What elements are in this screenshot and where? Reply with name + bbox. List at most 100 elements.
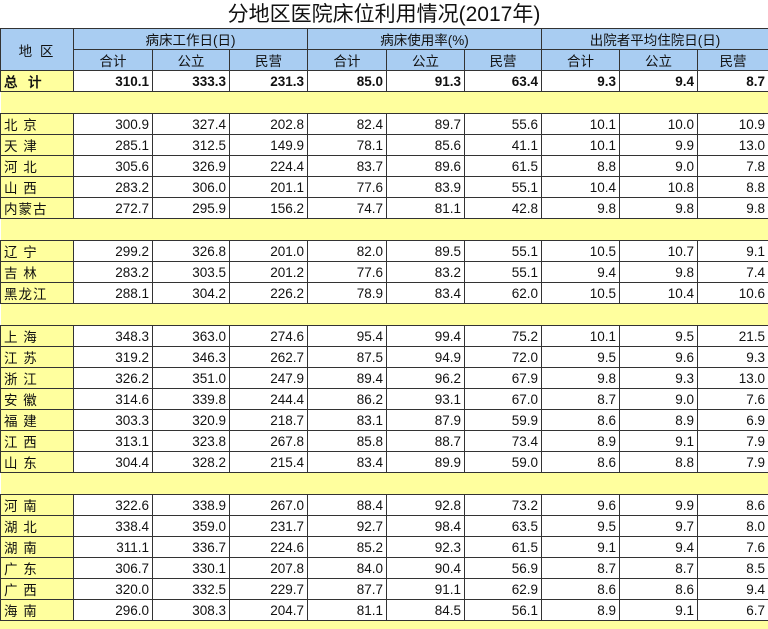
region-label: 黑龙江 — [1, 283, 74, 304]
total-label: 总 计 — [1, 71, 74, 92]
table-cell: 10.4 — [542, 177, 620, 198]
table-cell: 96.2 — [387, 368, 465, 389]
table-cell: 359.0 — [153, 516, 230, 537]
table-cell: 149.9 — [230, 135, 308, 156]
table-cell: 95.4 — [308, 326, 387, 347]
table-cell: 7.9 — [698, 431, 768, 452]
region-label: 山 西 — [1, 177, 74, 198]
header-subcol: 民营 — [465, 50, 542, 71]
total-cell: 9.4 — [620, 71, 698, 92]
table-cell: 244.4 — [230, 389, 308, 410]
header-group-bed-days: 病床工作日(日) — [74, 29, 308, 50]
table-cell: 8.9 — [620, 410, 698, 431]
table-cell: 9.5 — [542, 347, 620, 368]
table-cell: 55.1 — [465, 262, 542, 283]
total-cell: 85.0 — [308, 71, 387, 92]
table-cell: 303.5 — [153, 262, 230, 283]
table-cell: 13.0 — [698, 368, 768, 389]
table-cell: 83.4 — [387, 283, 465, 304]
region-label: 河 北 — [1, 156, 74, 177]
table-cell: 84.0 — [308, 558, 387, 579]
table-cell: 72.0 — [465, 347, 542, 368]
table-cell: 86.2 — [308, 389, 387, 410]
table-cell: 84.5 — [387, 600, 465, 621]
table-cell: 83.1 — [308, 410, 387, 431]
table-cell: 202.8 — [230, 114, 308, 135]
table-cell: 332.5 — [153, 579, 230, 600]
table-cell: 224.6 — [230, 537, 308, 558]
header-subcol: 公立 — [620, 50, 698, 71]
region-label: 天 津 — [1, 135, 74, 156]
table-cell: 94.9 — [387, 347, 465, 368]
table-cell: 9.1 — [620, 600, 698, 621]
group-spacer — [1, 92, 768, 114]
table-cell: 55.1 — [465, 241, 542, 262]
table-cell: 320.0 — [74, 579, 153, 600]
table-cell: 247.9 — [230, 368, 308, 389]
table-cell: 300.9 — [74, 114, 153, 135]
table-cell: 328.2 — [153, 452, 230, 473]
table-cell: 89.6 — [387, 156, 465, 177]
table-cell: 99.4 — [387, 326, 465, 347]
table-cell: 9.5 — [620, 326, 698, 347]
table-cell: 322.6 — [74, 495, 153, 516]
table-cell: 6.9 — [698, 410, 768, 431]
table-cell: 314.6 — [74, 389, 153, 410]
spacer-cell — [1, 304, 768, 326]
table-cell: 323.8 — [153, 431, 230, 452]
header-region: 地 区 — [1, 29, 74, 71]
region-label: 吉 林 — [1, 262, 74, 283]
table-cell: 231.7 — [230, 516, 308, 537]
header-group-row: 地 区 病床工作日(日) 病床使用率(%) 出院者平均住院日(日) — [1, 29, 768, 50]
total-cell: 8.7 — [698, 71, 768, 92]
table-cell: 283.2 — [74, 262, 153, 283]
table-cell: 285.1 — [74, 135, 153, 156]
total-cell: 310.1 — [74, 71, 153, 92]
table-cell: 63.5 — [465, 516, 542, 537]
table-cell: 85.8 — [308, 431, 387, 452]
table-cell: 93.1 — [387, 389, 465, 410]
table-cell: 7.6 — [698, 537, 768, 558]
table-cell: 9.8 — [542, 198, 620, 219]
table-cell: 8.9 — [542, 431, 620, 452]
table-cell: 89.5 — [387, 241, 465, 262]
table-cell: 9.4 — [698, 579, 768, 600]
table-cell: 87.5 — [308, 347, 387, 368]
table-cell: 10.4 — [620, 283, 698, 304]
table-cell: 9.0 — [620, 389, 698, 410]
table-cell: 8.8 — [698, 177, 768, 198]
table-cell: 9.3 — [698, 347, 768, 368]
table-cell: 74.7 — [308, 198, 387, 219]
table-cell: 78.9 — [308, 283, 387, 304]
table-cell: 92.7 — [308, 516, 387, 537]
region-label: 山 东 — [1, 452, 74, 473]
header-subcol: 合计 — [74, 50, 153, 71]
table-cell: 320.9 — [153, 410, 230, 431]
table-cell: 8.6 — [698, 495, 768, 516]
table-cell: 8.8 — [542, 156, 620, 177]
table-cell: 9.8 — [620, 198, 698, 219]
table-cell: 8.9 — [542, 600, 620, 621]
table-cell: 296.0 — [74, 600, 153, 621]
table-cell: 201.0 — [230, 241, 308, 262]
table-cell: 10.1 — [542, 326, 620, 347]
table-cell: 10.6 — [698, 283, 768, 304]
table-cell: 9.4 — [620, 537, 698, 558]
table-cell: 308.3 — [153, 600, 230, 621]
table-cell: 61.5 — [465, 537, 542, 558]
table-cell: 88.7 — [387, 431, 465, 452]
table-cell: 306.7 — [74, 558, 153, 579]
table-cell: 305.6 — [74, 156, 153, 177]
group-spacer — [1, 219, 768, 241]
